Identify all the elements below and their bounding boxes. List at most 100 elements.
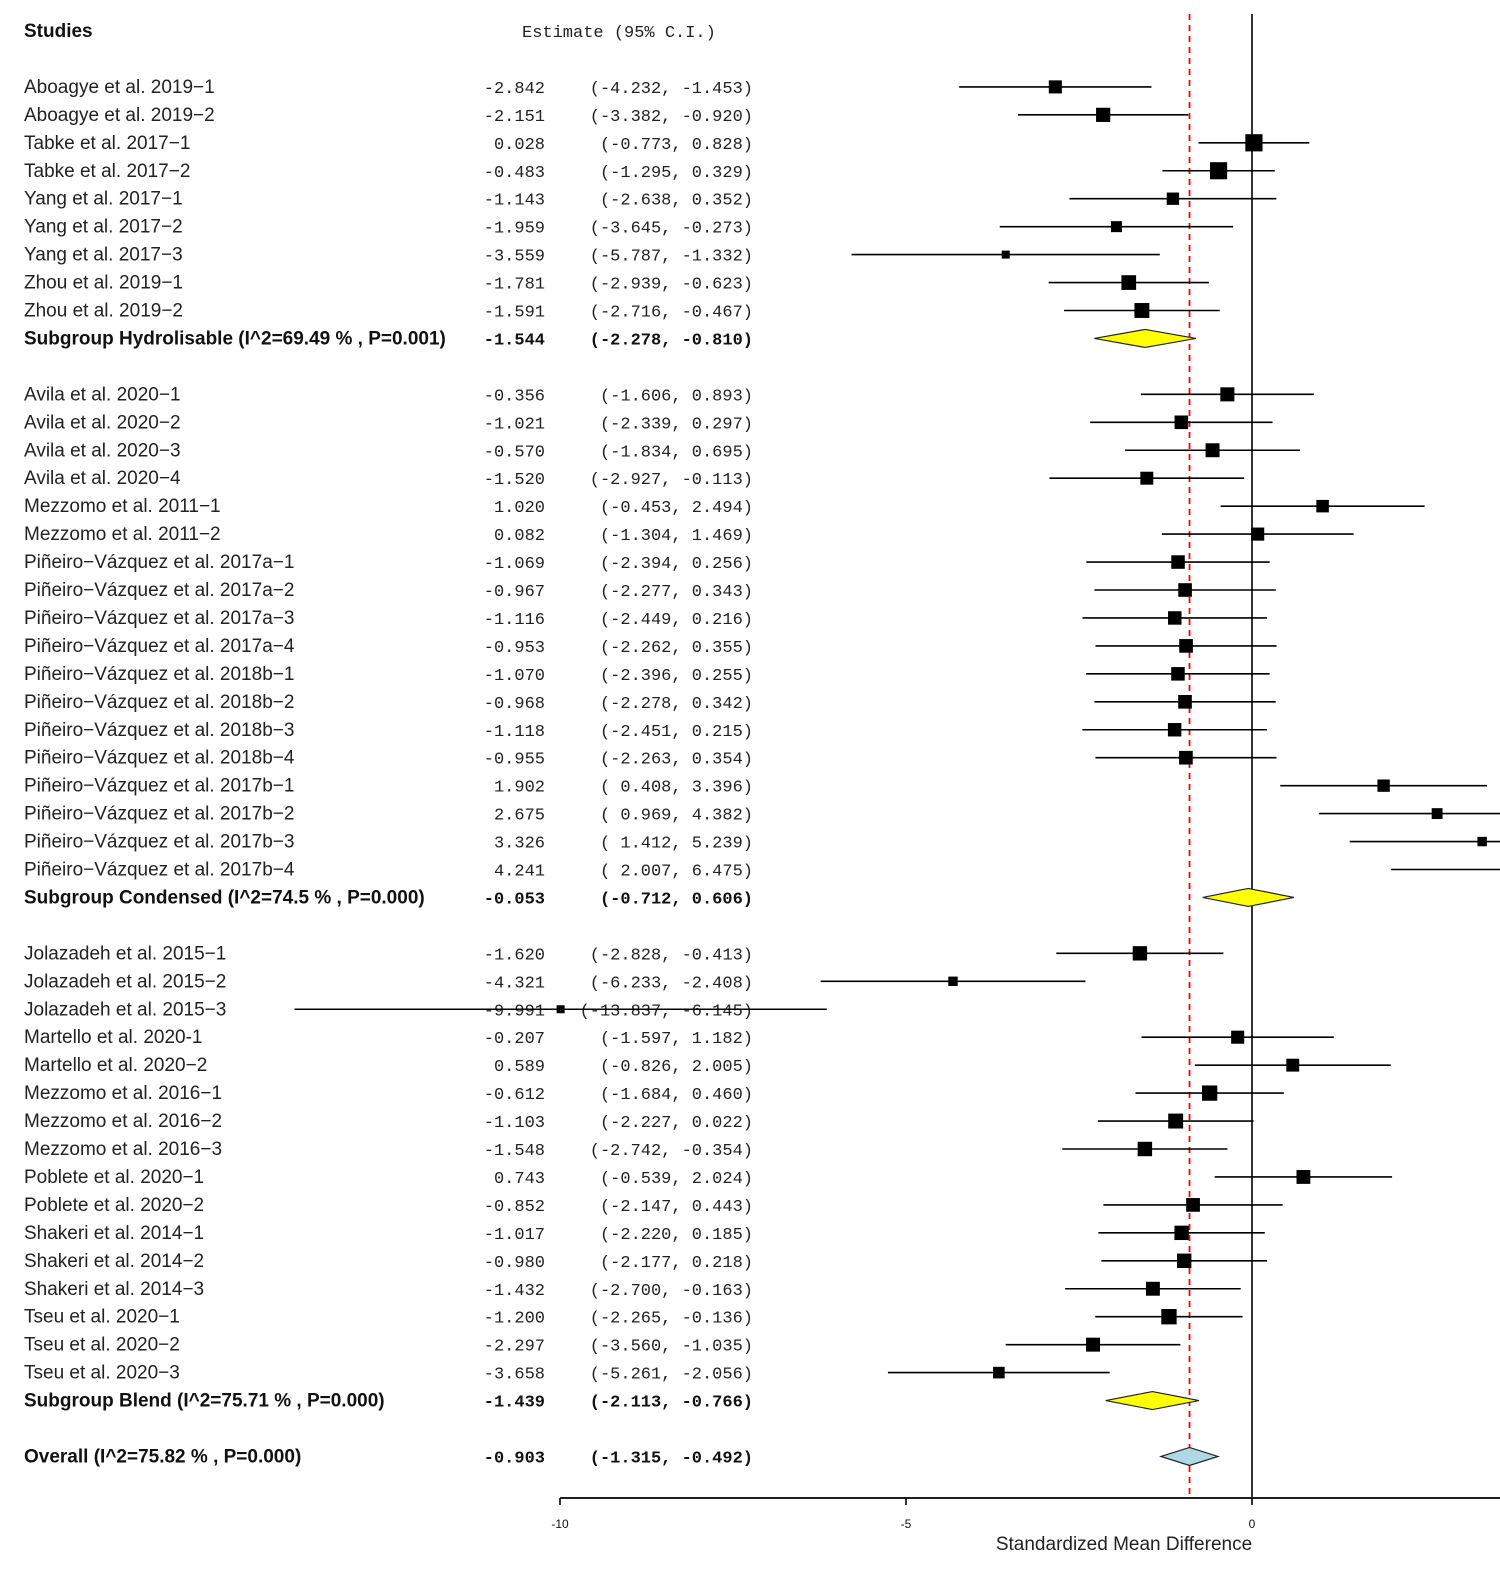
study-label: Yang et al. 2017−3 — [24, 245, 183, 266]
ci-value: (-2.394, 0.256) — [600, 555, 753, 574]
point-estimate-marker — [1048, 80, 1062, 94]
point-estimate-marker — [1205, 443, 1220, 458]
point-estimate-marker — [1377, 779, 1390, 792]
point-estimate-marker — [1001, 250, 1010, 259]
point-estimate-marker — [1174, 1225, 1189, 1241]
ci-value: (-2.278, 0.342) — [600, 695, 753, 714]
estimate-value: 3.326 — [494, 835, 545, 854]
point-estimate-marker — [1477, 836, 1487, 847]
ci-value: (-2.265, -0.136) — [590, 1310, 753, 1329]
estimate-value: -1.200 — [484, 1310, 545, 1329]
ci-value: (-2.177, 0.218) — [600, 1254, 753, 1273]
study-label: Mezzomo et al. 2016−2 — [24, 1111, 222, 1132]
study-label: Tabke et al. 2017−1 — [24, 133, 190, 154]
ci-value: (-5.261, -2.056) — [590, 1366, 753, 1385]
ci-value: (-2.638, 0.352) — [600, 192, 753, 211]
point-estimate-marker — [1171, 555, 1185, 569]
ci-value: (-2.700, -0.163) — [590, 1282, 753, 1301]
ci-value: (-1.597, 1.182) — [600, 1030, 753, 1049]
study-label: Shakeri et al. 2014−2 — [24, 1251, 204, 1272]
point-estimate-marker — [1168, 611, 1182, 625]
subgroup-label: Subgroup Condensed (I^2=74.5 % , P=0.000… — [24, 887, 425, 908]
ci-value: (-2.449, 0.216) — [600, 611, 753, 630]
estimate-value: -0.967 — [484, 583, 545, 602]
subgroup-diamond — [1105, 1390, 1200, 1411]
point-estimate-marker — [1179, 639, 1193, 653]
estimate-value: -0.968 — [484, 695, 545, 714]
study-label: Piñeiro−Vázquez et al. 2017a−4 — [24, 636, 295, 657]
ci-value: (-1.834, 0.695) — [600, 443, 753, 462]
study-label: Jolazadeh et al. 2015−2 — [24, 971, 226, 992]
point-estimate-marker — [1161, 1309, 1177, 1325]
ci-value: (-2.147, 0.443) — [600, 1198, 753, 1217]
point-estimate-marker — [1174, 415, 1189, 430]
ci-value: (-5.787, -1.332) — [590, 248, 753, 267]
point-estimate-marker — [993, 1366, 1005, 1379]
estimate-value: -2.842 — [484, 80, 545, 99]
study-label: Piñeiro−Vázquez et al. 2017a−1 — [24, 552, 294, 573]
ci-value: (-1.295, 0.329) — [600, 164, 753, 183]
estimate-value: -0.852 — [484, 1198, 545, 1217]
point-estimate-marker — [1296, 1170, 1311, 1184]
point-estimate-marker — [1245, 134, 1263, 152]
ci-value: (-2.451, 0.215) — [600, 723, 753, 742]
estimate-value: -0.053 — [484, 890, 545, 909]
study-label: Poblete et al. 2020−1 — [24, 1167, 204, 1188]
subgroup-diamond — [1202, 887, 1295, 908]
point-estimate-marker — [1110, 221, 1122, 233]
study-label: Avila et al. 2020−1 — [24, 384, 181, 405]
study-label: Piñeiro−Vázquez et al. 2017a−3 — [24, 608, 294, 629]
estimate-value: 1.020 — [494, 499, 545, 518]
estimate-value: -1.439 — [484, 1394, 545, 1413]
ci-value: (-1.315, -0.492) — [590, 1449, 753, 1468]
ci-value: (-2.742, -0.354) — [590, 1142, 753, 1161]
study-label: Mezzomo et al. 2011−1 — [24, 496, 221, 517]
point-estimate-marker — [1210, 162, 1228, 180]
study-label: Piñeiro−Vázquez et al. 2017a−2 — [24, 580, 294, 601]
estimate-value: -1.103 — [484, 1114, 545, 1133]
estimate-value: -0.955 — [484, 751, 545, 770]
estimate-value: -1.620 — [484, 946, 545, 965]
ci-value: (-2.939, -0.623) — [590, 276, 753, 295]
estimate-value: 0.028 — [494, 136, 545, 155]
ci-value: (-2.339, 0.297) — [600, 415, 753, 434]
study-label: Piñeiro−Vázquez et al. 2017b−4 — [24, 860, 295, 881]
estimate-value: -4.321 — [484, 974, 545, 993]
estimate-value: -0.207 — [484, 1030, 545, 1049]
study-label: Piñeiro−Vázquez et al. 2017b−2 — [24, 804, 294, 825]
estimate-value: -0.953 — [484, 639, 545, 658]
ci-value: (-0.539, 2.024) — [600, 1170, 753, 1189]
estimate-header: Estimate (95% C.I.) — [522, 24, 716, 43]
studies-header: Studies — [24, 21, 93, 42]
study-label: Tabke et al. 2017−2 — [24, 161, 190, 182]
study-label: Avila et al. 2020−4 — [24, 468, 181, 489]
point-estimate-marker — [1167, 723, 1182, 737]
point-estimate-marker — [1179, 750, 1193, 765]
ci-value: (-6.233, -2.408) — [590, 974, 753, 993]
ci-value: ( 2.007, 6.475) — [600, 863, 753, 882]
point-estimate-marker — [1202, 1085, 1218, 1101]
overall-label: Overall (I^2=75.82 % , P=0.000) — [24, 1446, 301, 1467]
ci-value: (-1.606, 0.893) — [600, 387, 753, 406]
study-label: Tseu et al. 2020−3 — [24, 1363, 180, 1384]
study-label: Martello et al. 2020−2 — [24, 1055, 207, 1076]
estimate-value: 4.241 — [494, 863, 545, 882]
point-estimate-marker — [1168, 1113, 1184, 1129]
estimate-value: -0.612 — [484, 1086, 545, 1105]
ci-value: ( 0.969, 4.382) — [600, 807, 753, 826]
point-estimate-marker — [1231, 1030, 1245, 1044]
study-label: Piñeiro−Vázquez et al. 2017b−1 — [24, 776, 294, 797]
subgroup-label: Subgroup Blend (I^2=75.71 % , P=0.000) — [24, 1391, 385, 1412]
estimate-value: -1.070 — [484, 667, 545, 686]
study-label: Avila et al. 2020−3 — [24, 440, 181, 461]
study-label: Aboagye et al. 2019−1 — [24, 77, 215, 98]
ci-value: (-0.773, 0.828) — [600, 136, 753, 155]
estimate-value: -1.116 — [484, 611, 545, 630]
estimate-value: -1.143 — [484, 192, 545, 211]
point-estimate-marker — [1186, 1198, 1200, 1212]
subgroup-label: Subgroup Hydrolisable (I^2=69.49 % , P=0… — [24, 328, 446, 349]
point-estimate-marker — [1171, 667, 1185, 681]
ci-value: (-2.828, -0.413) — [590, 946, 753, 965]
estimate-value: 0.589 — [494, 1058, 545, 1077]
point-estimate-marker — [948, 976, 958, 987]
